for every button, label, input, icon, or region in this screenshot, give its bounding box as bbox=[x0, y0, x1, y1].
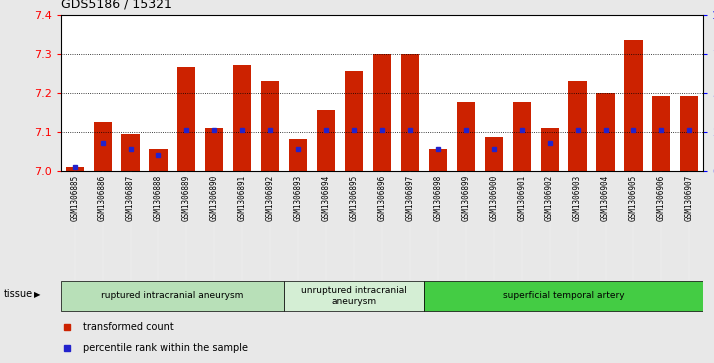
Text: transformed count: transformed count bbox=[84, 322, 174, 332]
Text: GSM1306898: GSM1306898 bbox=[433, 175, 443, 221]
Text: GSM1306899: GSM1306899 bbox=[461, 175, 471, 221]
Text: GSM1306904: GSM1306904 bbox=[601, 175, 610, 221]
Text: ▶: ▶ bbox=[34, 290, 40, 299]
Text: GSM1306900: GSM1306900 bbox=[489, 175, 498, 221]
Text: GSM1306892: GSM1306892 bbox=[266, 175, 275, 221]
Text: GSM1306906: GSM1306906 bbox=[657, 175, 666, 221]
Text: GSM1306887: GSM1306887 bbox=[126, 175, 135, 221]
Text: GSM1306901: GSM1306901 bbox=[517, 175, 526, 221]
Text: GSM1306907: GSM1306907 bbox=[685, 175, 694, 221]
Text: GDS5186 / 15321: GDS5186 / 15321 bbox=[61, 0, 171, 11]
Bar bbox=[568, 81, 587, 171]
Bar bbox=[680, 97, 698, 171]
Text: tissue: tissue bbox=[4, 289, 33, 299]
Bar bbox=[401, 54, 419, 171]
Text: ruptured intracranial aneurysm: ruptured intracranial aneurysm bbox=[101, 291, 243, 300]
Text: unruptured intracranial
aneurysm: unruptured intracranial aneurysm bbox=[301, 286, 407, 306]
Text: superficial temporal artery: superficial temporal artery bbox=[503, 291, 625, 300]
Bar bbox=[149, 149, 168, 171]
Bar bbox=[66, 167, 84, 171]
Bar bbox=[373, 54, 391, 171]
Text: percentile rank within the sample: percentile rank within the sample bbox=[84, 343, 248, 354]
Text: GSM1306885: GSM1306885 bbox=[70, 175, 79, 221]
Bar bbox=[540, 128, 558, 171]
Bar bbox=[233, 65, 251, 171]
Bar bbox=[624, 40, 643, 171]
Text: GSM1306893: GSM1306893 bbox=[293, 175, 303, 221]
Bar bbox=[457, 102, 475, 171]
FancyBboxPatch shape bbox=[424, 281, 703, 310]
Text: GSM1306905: GSM1306905 bbox=[629, 175, 638, 221]
Text: GSM1306890: GSM1306890 bbox=[210, 175, 219, 221]
FancyBboxPatch shape bbox=[284, 281, 424, 310]
Text: GSM1306902: GSM1306902 bbox=[545, 175, 554, 221]
Bar bbox=[177, 67, 196, 171]
Bar bbox=[596, 93, 615, 171]
Bar bbox=[653, 97, 670, 171]
Bar bbox=[121, 134, 140, 171]
Bar bbox=[485, 138, 503, 171]
Bar bbox=[94, 122, 111, 171]
Text: GSM1306895: GSM1306895 bbox=[350, 175, 358, 221]
Bar bbox=[317, 110, 335, 171]
Text: GSM1306889: GSM1306889 bbox=[182, 175, 191, 221]
Bar bbox=[345, 71, 363, 171]
Bar bbox=[206, 128, 223, 171]
Text: GSM1306903: GSM1306903 bbox=[573, 175, 582, 221]
Bar bbox=[261, 81, 279, 171]
Text: GSM1306891: GSM1306891 bbox=[238, 175, 247, 221]
Bar bbox=[513, 102, 531, 171]
FancyBboxPatch shape bbox=[61, 281, 284, 310]
Bar bbox=[429, 149, 447, 171]
Text: GSM1306886: GSM1306886 bbox=[98, 175, 107, 221]
Text: GSM1306888: GSM1306888 bbox=[154, 175, 163, 221]
Bar bbox=[289, 139, 307, 171]
Text: GSM1306896: GSM1306896 bbox=[378, 175, 386, 221]
Text: GSM1306897: GSM1306897 bbox=[406, 175, 414, 221]
Text: GSM1306894: GSM1306894 bbox=[321, 175, 331, 221]
